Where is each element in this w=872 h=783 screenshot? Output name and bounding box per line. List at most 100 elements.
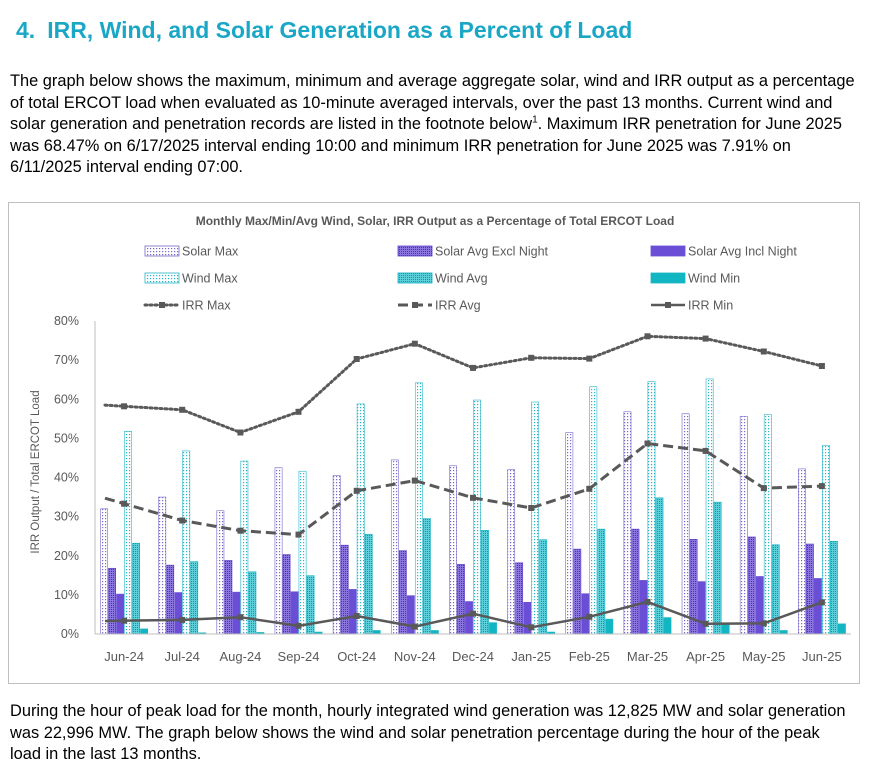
marker-irr-min-mar-25 — [644, 598, 651, 605]
marker-irr-min-jan-25 — [528, 624, 535, 631]
line-irr-max — [103, 334, 824, 435]
marker-irr-min-oct-24 — [353, 613, 360, 619]
marker-irr-max-jun-24 — [121, 403, 128, 410]
bar-wind-max-dec-24 — [473, 399, 481, 635]
legend-marker — [665, 302, 671, 308]
section-title: IRR, Wind, and Solar Generation as a Per… — [47, 17, 633, 43]
y-tick-label: 60% — [54, 392, 79, 406]
x-tick-label: Apr-25 — [686, 649, 725, 664]
x-tick-label: Jan-25 — [511, 649, 551, 664]
marker-irr-avg-oct-24 — [353, 487, 360, 494]
bar-solar-avg-excl-night-oct-24 — [340, 544, 349, 635]
bar-wind-max-mar-25 — [647, 381, 656, 635]
legend-marker — [412, 302, 418, 308]
y-tick-label: 10% — [54, 588, 79, 602]
bar-solar-avg-incl-night-oct-24 — [348, 589, 357, 635]
bar-solar-avg-excl-night-jun-24 — [108, 567, 116, 635]
bar-wind-max-jan-25 — [531, 401, 540, 635]
marker-irr-avg-feb-25 — [586, 485, 593, 492]
bar-solar-avg-incl-night-jul-24 — [174, 592, 183, 635]
bar-solar-avg-incl-night-aug-24 — [232, 591, 241, 635]
marker-irr-min-jul-24 — [179, 616, 186, 623]
y-tick-label: 80% — [54, 314, 79, 328]
marker-irr-max-aug-24 — [237, 429, 244, 436]
line-irr-min — [104, 600, 823, 629]
bar-wind-avg-jul-24 — [190, 561, 199, 635]
marker-irr-min-feb-25 — [586, 613, 593, 620]
marker-irr-min-jun-25 — [818, 599, 825, 606]
intro-paragraph: The graph below shows the maximum, minim… — [10, 71, 855, 179]
x-tick-label: Oct-24 — [337, 649, 376, 664]
marker-irr-avg-jun-24 — [121, 500, 128, 507]
marker-irr-min-apr-25 — [702, 620, 709, 627]
bar-wind-max-apr-25 — [705, 378, 714, 635]
marker-irr-max-jul-24 — [179, 406, 186, 413]
marker-irr-max-feb-25 — [586, 355, 593, 362]
marker-irr-avg-nov-24 — [411, 477, 418, 484]
y-tick-label: 30% — [54, 510, 79, 524]
bar-solar-max-jan-25 — [507, 469, 516, 635]
intro-text: The graph below shows the maximum, minim… — [10, 72, 855, 134]
chart-lines — [103, 333, 825, 631]
legend-swatch-wind-avg — [397, 272, 433, 284]
legend-label: Solar Avg Excl Night — [435, 245, 549, 259]
bar-solar-max-oct-24 — [332, 475, 341, 635]
bar-wind-avg-feb-25 — [597, 528, 606, 635]
marker-irr-avg-sep-24 — [295, 531, 302, 538]
legend-label: Wind Avg — [435, 272, 488, 286]
bar-wind-avg-jun-25 — [830, 540, 838, 635]
bar-wind-avg-apr-25 — [713, 501, 722, 635]
chart-bars — [100, 378, 846, 635]
legend-swatch-solar-avg-excl-night — [397, 245, 433, 257]
marker-irr-avg-dec-24 — [470, 494, 476, 501]
bar-wind-max-jul-24 — [182, 450, 191, 635]
bar-wind-avg-mar-25 — [655, 497, 664, 635]
bar-wind-min-oct-24 — [372, 630, 381, 635]
y-tick-label: 0% — [61, 627, 79, 641]
x-tick-label: Jul-24 — [164, 649, 199, 664]
bar-solar-avg-excl-night-nov-24 — [398, 550, 407, 635]
legend-swatch-solar-avg-incl-night — [650, 245, 686, 257]
marker-irr-min-jun-24 — [121, 617, 128, 624]
bar-solar-max-may-25 — [739, 416, 748, 635]
bar-wind-avg-dec-24 — [481, 530, 489, 635]
x-tick-label: Sep-24 — [278, 649, 320, 664]
bar-solar-max-aug-24 — [216, 510, 225, 635]
bar-solar-avg-excl-night-aug-24 — [224, 560, 233, 635]
bar-wind-min-dec-24 — [489, 622, 497, 635]
x-tick-label: Mar-25 — [627, 649, 668, 664]
footnote-reference[interactable]: 1 — [532, 114, 538, 126]
bar-solar-max-mar-25 — [623, 411, 632, 635]
bar-wind-avg-nov-24 — [422, 518, 431, 635]
legend-label: IRR Avg — [435, 299, 481, 313]
marker-irr-avg-apr-25 — [702, 447, 709, 454]
line-irr-avg — [104, 441, 822, 537]
bar-solar-max-jul-24 — [158, 496, 167, 635]
bar-solar-avg-excl-night-sep-24 — [282, 554, 291, 635]
bar-wind-max-feb-25 — [589, 386, 598, 635]
y-tick-label: 40% — [54, 471, 79, 485]
bar-solar-avg-incl-night-mar-25 — [639, 580, 648, 635]
marker-irr-max-may-25 — [760, 348, 767, 355]
bar-wind-max-jun-25 — [822, 445, 830, 635]
bar-wind-max-jun-24 — [124, 431, 132, 635]
legend-label: Wind Max — [182, 272, 238, 286]
y-tick-label: 70% — [54, 353, 79, 367]
y-axis-ticks: 0% 10% 20% 30% 40% 50% 60% 70% 80% — [54, 314, 79, 641]
marker-irr-avg-aug-24 — [237, 527, 244, 534]
marker-irr-max-dec-24 — [470, 364, 476, 371]
bar-wind-avg-aug-24 — [248, 571, 257, 635]
x-tick-label: Jun-24 — [104, 649, 144, 664]
bar-wind-min-jun-24 — [140, 628, 148, 635]
x-tick-label: Aug-24 — [219, 649, 261, 664]
marker-irr-max-mar-25 — [644, 333, 651, 340]
marker-irr-min-sep-24 — [295, 622, 302, 629]
marker-irr-avg-jun-25 — [818, 483, 825, 490]
marker-irr-avg-jan-25 — [528, 505, 535, 511]
y-axis-label: IRR Output / Total ERCOT Load — [30, 390, 42, 553]
bar-wind-max-nov-24 — [414, 382, 423, 635]
legend-label: Solar Max — [182, 245, 239, 259]
marker-irr-max-jan-25 — [528, 354, 535, 361]
chart-container: Monthly Max/Min/Avg Wind, Solar, IRR Out… — [8, 202, 860, 684]
chart-legend: Solar Max Solar Avg Excl Night Solar Avg I… — [143, 245, 797, 313]
